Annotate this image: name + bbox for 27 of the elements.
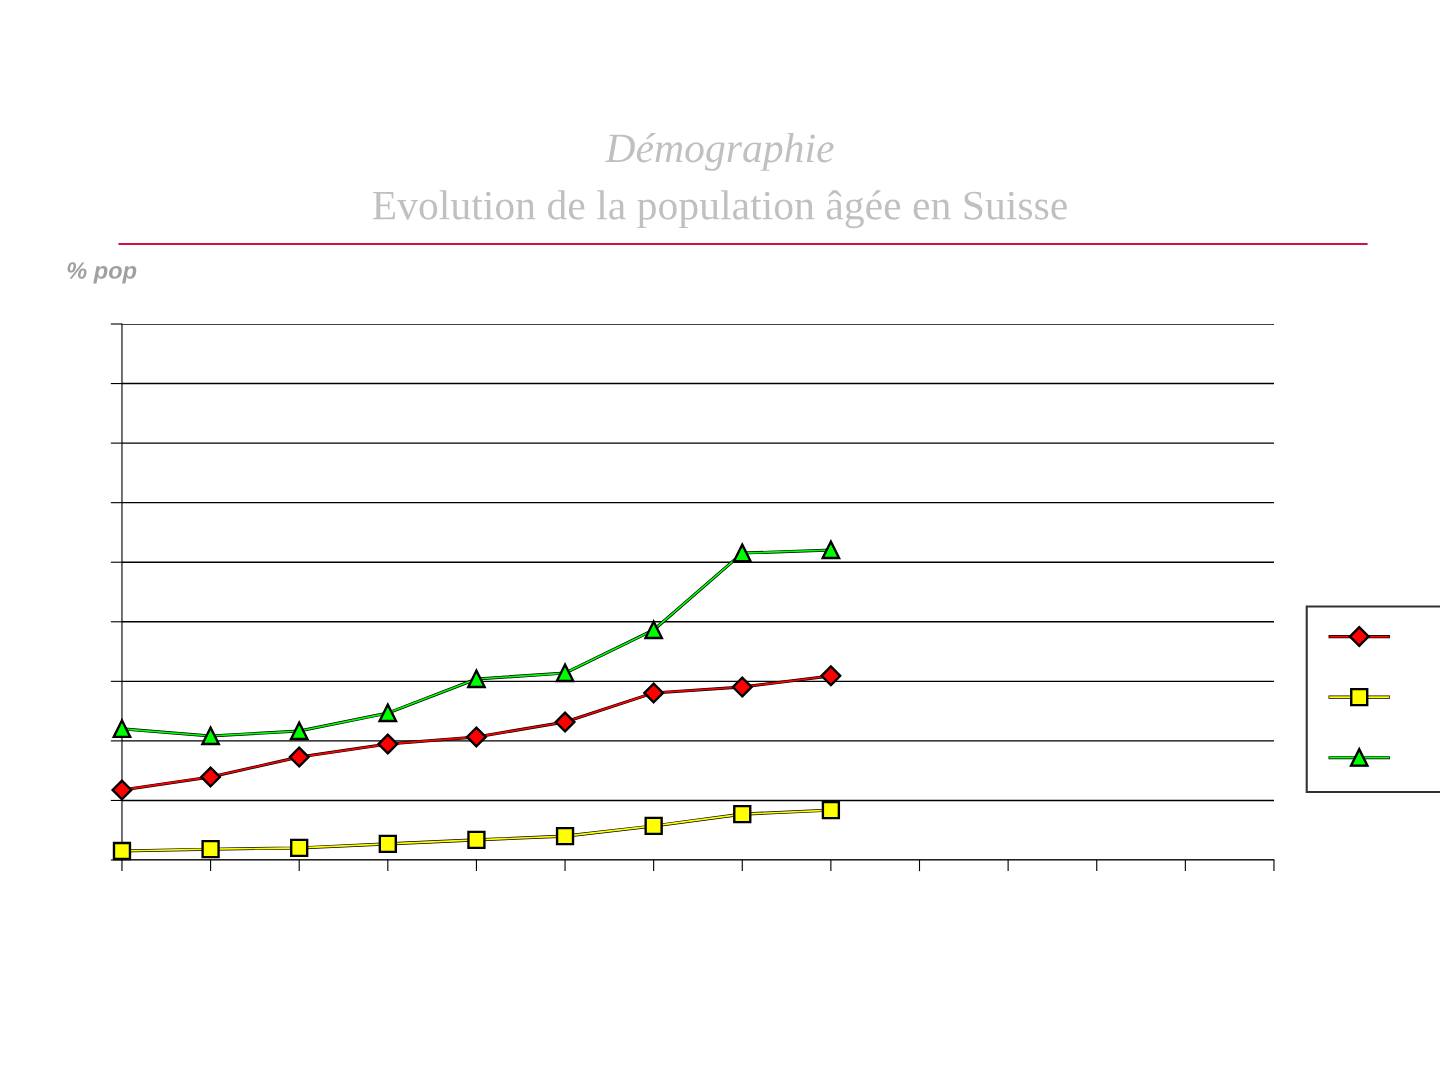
point xyxy=(200,766,221,788)
point xyxy=(555,663,575,683)
chart-title: Démographie xyxy=(604,133,834,171)
point xyxy=(643,682,665,704)
point xyxy=(288,746,310,768)
point xyxy=(290,838,309,858)
point xyxy=(467,830,486,850)
point xyxy=(201,726,220,746)
point xyxy=(378,703,397,723)
point xyxy=(555,826,575,846)
point xyxy=(467,669,486,689)
point xyxy=(466,726,487,748)
text: % pop xyxy=(67,262,137,284)
point xyxy=(554,711,576,733)
point xyxy=(821,540,841,560)
point xyxy=(820,665,842,687)
point xyxy=(731,676,753,698)
point xyxy=(378,834,397,854)
point xyxy=(290,721,309,741)
point xyxy=(733,543,752,563)
chart-subtitle: Evolution de la population âgée en Suisse xyxy=(372,190,1067,229)
point xyxy=(644,620,663,640)
point xyxy=(644,816,663,836)
point xyxy=(733,804,752,824)
point xyxy=(377,733,399,755)
point xyxy=(821,800,841,820)
point xyxy=(201,839,220,859)
